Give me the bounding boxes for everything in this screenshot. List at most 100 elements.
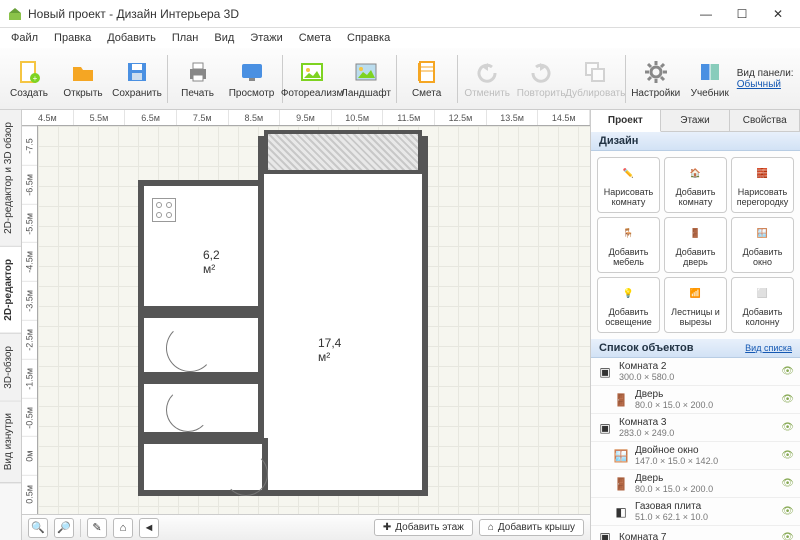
object-icon: 🚪 xyxy=(613,476,629,492)
room-label: 6,2 м² xyxy=(203,248,220,276)
object-icon: 🪟 xyxy=(613,448,629,464)
toolbar-open-button[interactable]: Открыть xyxy=(56,51,110,107)
left-tab[interactable]: Вид изнутри xyxy=(0,401,21,483)
picture-icon xyxy=(298,58,326,86)
toolbar-landscape-button[interactable]: Ландшафт xyxy=(339,51,393,107)
monitor-icon xyxy=(238,58,266,86)
object-item[interactable]: ◧Газовая плита51.0 × 62.1 × 10.0👁 xyxy=(591,498,800,526)
toolbar-save-button[interactable]: Сохранить xyxy=(110,51,164,107)
design-Нарисовать-перегородку[interactable]: 🧱Нарисовать перегородку xyxy=(731,157,794,213)
design-header: Дизайн xyxy=(591,132,800,151)
gear-icon xyxy=(642,58,670,86)
close-button[interactable]: ✕ xyxy=(764,7,792,21)
menu-Правка[interactable]: Правка xyxy=(47,30,98,46)
object-icon: ▣ xyxy=(597,420,613,436)
object-item[interactable]: 🚪Дверь80.0 × 15.0 × 200.0👁 xyxy=(591,470,800,498)
object-icon: ◧ xyxy=(613,504,629,520)
book-icon xyxy=(696,58,724,86)
menu-Файл[interactable]: Файл xyxy=(4,30,45,46)
design-Лестницы-и-вырезы[interactable]: 📶Лестницы и вырезы xyxy=(664,277,727,333)
object-item[interactable]: ▣Комната 3283.0 × 249.0👁 xyxy=(591,414,800,442)
toolbar-panel-mode: Вид панели: Обычный xyxy=(737,68,794,90)
notebook-icon xyxy=(413,58,441,86)
ruler-vertical: -7.5-6.5м-5.5м-4.5м-3.5м-2.5м-1.5м-0.5м0… xyxy=(22,126,38,514)
design-Добавить-мебель[interactable]: 🪑Добавить мебель xyxy=(597,217,660,273)
menu-Добавить[interactable]: Добавить xyxy=(100,30,163,46)
visibility-icon[interactable]: 👁 xyxy=(781,366,794,377)
design-Добавить-комнату[interactable]: 🏠Добавить комнату xyxy=(664,157,727,213)
visibility-icon[interactable]: 👁 xyxy=(781,532,794,540)
object-item[interactable]: ▣Комната 2300.0 × 580.0👁 xyxy=(591,358,800,386)
ruler-horizontal: 4.5м5.5м6.5м7.5м8.5м9.5м10.5м11.5м12.5м1… xyxy=(22,110,590,126)
left-tab[interactable]: 2D-редактор и 3D обзор xyxy=(0,110,21,247)
toolbar-settings-button[interactable]: Настройки xyxy=(629,51,683,107)
left-tabs: 2D-редактор и 3D обзор2D-редактор3D-обзо… xyxy=(0,110,22,540)
menubar: ФайлПравкаДобавитьПланВидЭтажиСметаСправ… xyxy=(0,28,800,48)
objects-header: Список объектов Вид списка xyxy=(591,339,800,358)
floorplan-canvas[interactable]: 6,2 м² 17,4 м² xyxy=(38,126,590,514)
menu-Справка[interactable]: Справка xyxy=(340,30,397,46)
minimize-button[interactable]: — xyxy=(692,7,720,21)
design-icon: 🪟 xyxy=(752,223,774,245)
add-floor-button[interactable]: ✚Добавить этаж xyxy=(374,519,473,536)
design-icon: 🚪 xyxy=(685,223,707,245)
maximize-button[interactable]: ☐ xyxy=(728,7,756,21)
room-label: 17,4 м² xyxy=(318,336,341,364)
menu-Смета[interactable]: Смета xyxy=(292,30,338,46)
toolbar-create-button[interactable]: +Создать xyxy=(2,51,56,107)
objects-view-link[interactable]: Вид списка xyxy=(745,343,792,353)
redo-icon xyxy=(527,58,555,86)
toolbar-budget-button[interactable]: Смета xyxy=(400,51,454,107)
rp-tab-Свойства[interactable]: Свойства xyxy=(730,110,800,131)
menu-Вид[interactable]: Вид xyxy=(207,30,241,46)
dup-icon xyxy=(581,58,609,86)
rp-tab-Проект[interactable]: Проект xyxy=(591,110,661,132)
object-icon: 🚪 xyxy=(613,392,629,408)
design-icon: ✏️ xyxy=(618,163,640,185)
menu-План[interactable]: План xyxy=(165,30,206,46)
design-Добавить-колонну[interactable]: ⬜Добавить колонну xyxy=(731,277,794,333)
toolbar-print-button[interactable]: Печать xyxy=(171,51,225,107)
visibility-icon[interactable]: 👁 xyxy=(781,506,794,517)
toolbar-photo-button[interactable]: Фотореализм xyxy=(285,51,339,107)
visibility-icon[interactable]: 👁 xyxy=(781,478,794,489)
object-item[interactable]: ▣Комната 7👁 xyxy=(591,526,800,540)
canvas-area: 4.5м5.5м6.5м7.5м8.5м9.5м10.5м11.5м12.5м1… xyxy=(22,110,590,540)
design-Добавить-дверь[interactable]: 🚪Добавить дверь xyxy=(664,217,727,273)
add-roof-button[interactable]: ⌂Добавить крышу xyxy=(479,519,584,536)
visibility-icon[interactable]: 👁 xyxy=(781,394,794,405)
visibility-icon[interactable]: 👁 xyxy=(781,450,794,461)
menu-Этажи[interactable]: Этажи xyxy=(243,30,289,46)
toolbar-redo-button: Повторить xyxy=(514,51,568,107)
left-tab[interactable]: 3D-обзор xyxy=(0,334,21,402)
folder-icon xyxy=(69,58,97,86)
home-button[interactable]: ⌂ xyxy=(113,518,133,538)
panel-mode-link[interactable]: Обычный xyxy=(737,79,781,90)
design-icon: 💡 xyxy=(618,283,640,305)
design-Добавить-освещение[interactable]: 💡Добавить освещение xyxy=(597,277,660,333)
toolbar-view-button[interactable]: Просмотр xyxy=(225,51,279,107)
canvas-footer: 🔍 🔎 ✎ ⌂ ◄ ✚Добавить этаж ⌂Добавить крышу xyxy=(22,514,590,540)
design-Нарисовать-комнату[interactable]: ✏️Нарисовать комнату xyxy=(597,157,660,213)
toolbar-book-button[interactable]: Учебник xyxy=(683,51,737,107)
main: 2D-редактор и 3D обзор2D-редактор3D-обзо… xyxy=(0,110,800,540)
zoom-in-button[interactable]: 🔍 xyxy=(28,518,48,538)
toolbar: +СоздатьОткрытьСохранитьПечатьПросмотрФо… xyxy=(0,48,800,110)
object-icon: ▣ xyxy=(597,364,613,380)
window-title: Новый проект - Дизайн Интерьера 3D xyxy=(28,7,692,21)
zoom-out-button[interactable]: 🔎 xyxy=(54,518,74,538)
visibility-icon[interactable]: 👁 xyxy=(781,422,794,433)
undo-icon xyxy=(473,58,501,86)
object-item[interactable]: 🪟Двойное окно147.0 × 15.0 × 142.0👁 xyxy=(591,442,800,470)
svg-text:+: + xyxy=(33,74,38,83)
toolbar-undo-button: Отменить xyxy=(460,51,514,107)
right-panel-tabs: ПроектЭтажиСвойства xyxy=(591,110,800,132)
rp-tab-Этажи[interactable]: Этажи xyxy=(661,110,731,131)
left-tab[interactable]: 2D-редактор xyxy=(0,247,21,334)
scroll-left-button[interactable]: ◄ xyxy=(139,518,159,538)
object-item[interactable]: 🚪Дверь80.0 × 15.0 × 200.0👁 xyxy=(591,386,800,414)
printer-icon xyxy=(184,58,212,86)
design-icon: 🏠 xyxy=(685,163,707,185)
pencil-button[interactable]: ✎ xyxy=(87,518,107,538)
design-Добавить-окно[interactable]: 🪟Добавить окно xyxy=(731,217,794,273)
